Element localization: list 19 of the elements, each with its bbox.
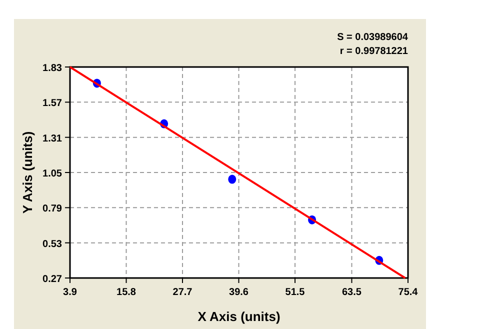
point [228,174,236,184]
x-tick-label: 63.5 [342,287,362,298]
x-tick-label: 3.9 [63,287,78,298]
x-tick-label: 15.8 [116,287,136,298]
y-tick-label: 1.83 [42,63,62,74]
x-tick-label: 27.7 [172,287,193,298]
x-tick-label: 75.4 [398,287,418,298]
y-tick-label: 0.53 [42,238,62,250]
y-tick-label: 1.31 [42,133,62,144]
x-tick-label: 51.5 [285,287,306,298]
x-tick-label: 39.6 [229,287,249,298]
y-tick-label: 1.57 [42,98,62,110]
y-tick-label: 1.05 [42,168,62,180]
y-tick-label: 0.27 [42,274,62,285]
text: r = 0.99781221 [340,46,408,57]
y-tick-label: 0.79 [42,204,62,215]
y-axis-title: Y Axis (units) [20,131,35,214]
x-axis-title: X Axis (units) [198,309,280,324]
text: S = 0.03989604 [337,32,408,43]
